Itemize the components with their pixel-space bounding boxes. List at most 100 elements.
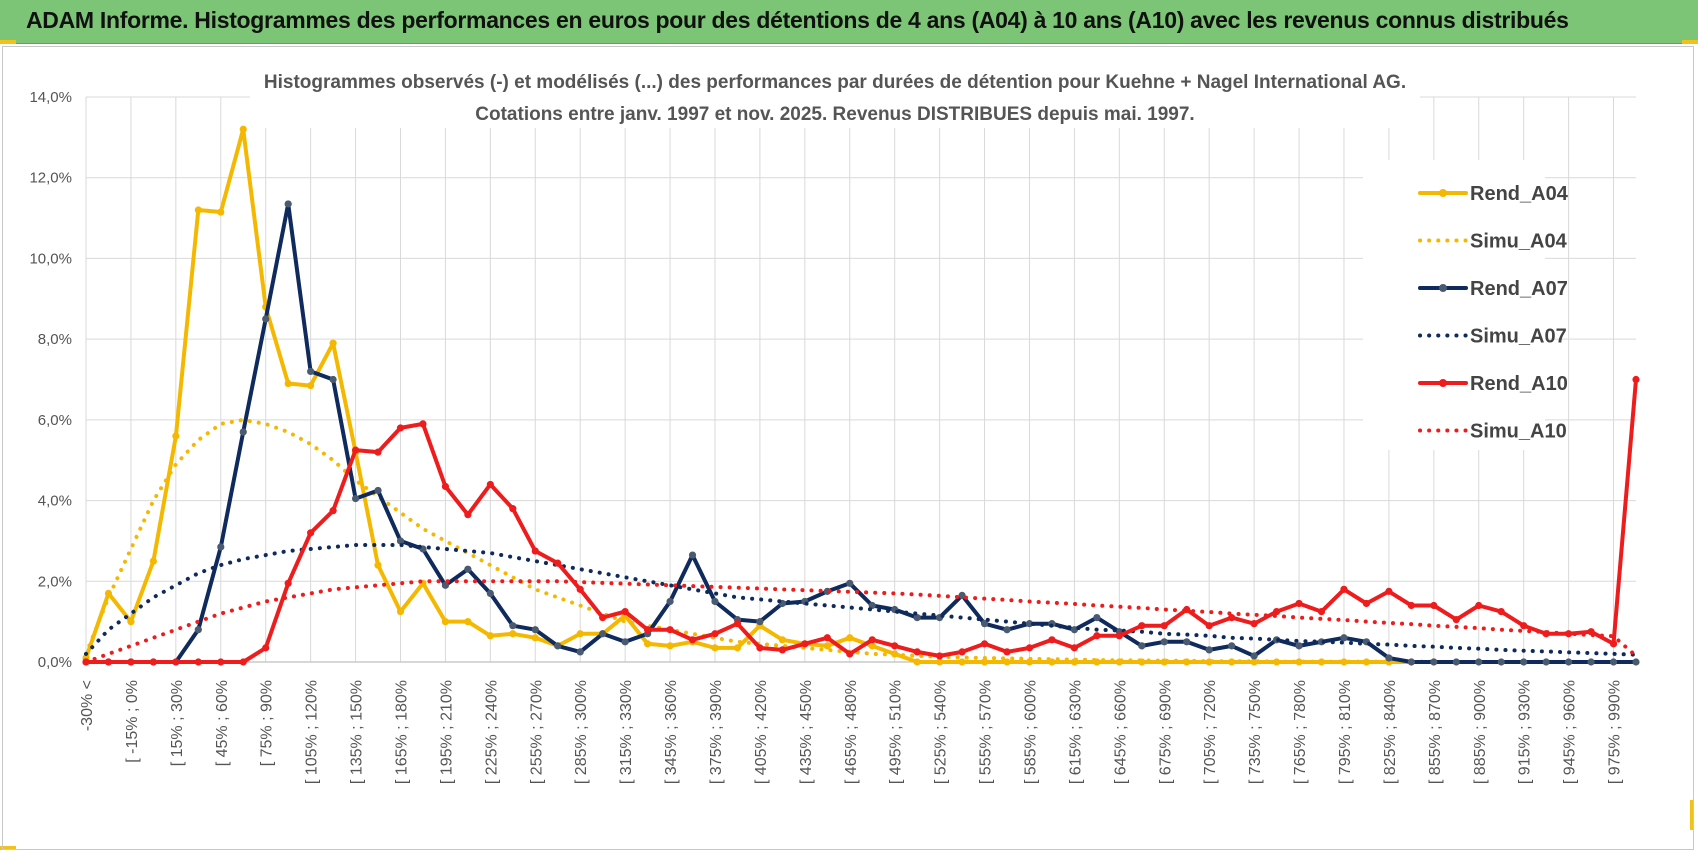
- data-point: [1228, 642, 1236, 650]
- x-tick-label: [ 765% ; 780%: [1292, 680, 1309, 784]
- data-point: [1205, 646, 1213, 654]
- data-point: [913, 614, 921, 622]
- series-lines: [82, 125, 1640, 666]
- data-point: [643, 626, 652, 634]
- data-point: [104, 658, 113, 666]
- data-point: [284, 200, 292, 208]
- data-point: [1003, 626, 1011, 634]
- data-point: [891, 642, 899, 650]
- chart-frame: [2, 46, 1694, 850]
- data-point: [1115, 632, 1123, 640]
- x-tick-label: [ 795% ; 810%: [1337, 680, 1354, 784]
- data-point: [711, 630, 719, 638]
- data-point: [307, 367, 315, 376]
- data-point: [1565, 658, 1573, 666]
- data-point: [1362, 599, 1371, 608]
- data-point: [868, 642, 876, 650]
- data-point: [1160, 638, 1168, 646]
- data-point: [172, 432, 180, 440]
- x-tick-label: [ 855% ; 870%: [1427, 680, 1444, 784]
- data-point: [1048, 636, 1056, 644]
- x-tick-label: -30% <: [79, 680, 96, 731]
- x-tick-label: [ 525% ; 540%: [933, 680, 950, 784]
- legend-item-Simu_A10: Simu_A10: [1418, 421, 1567, 443]
- x-tick-label: [ 495% ; 510%: [888, 680, 905, 784]
- legend-label: Rend_A04: [1470, 183, 1569, 205]
- x-tick-label: [ 585% ; 600%: [1022, 680, 1039, 784]
- data-point: [980, 658, 989, 666]
- x-tick-label: [ 15% ; 30%: [169, 680, 186, 766]
- data-point: [733, 620, 742, 628]
- data-point: [1497, 658, 1505, 666]
- data-point: [1183, 638, 1191, 646]
- data-point: [194, 626, 202, 634]
- data-point: [307, 529, 315, 537]
- data-point: [149, 557, 157, 565]
- data-point: [239, 125, 247, 133]
- data-point: [351, 446, 360, 454]
- data-point: [1138, 642, 1146, 650]
- data-point: [441, 482, 450, 491]
- chart-title: Histogrammes observés (-) et modélisés (…: [250, 62, 1420, 128]
- legend-label: Simu_A10: [1470, 421, 1567, 443]
- data-point: [441, 618, 450, 626]
- data-point: [1632, 658, 1640, 666]
- data-point: [913, 658, 921, 666]
- data-point: [1093, 632, 1101, 640]
- data-point: [374, 486, 382, 495]
- data-point: [374, 561, 382, 569]
- data-point: [666, 642, 674, 650]
- data-point: [1609, 640, 1618, 648]
- corner-mark-bottom-left: [0, 846, 16, 850]
- data-point: [711, 644, 719, 652]
- x-tick-label: [ 195% ; 210%: [438, 680, 455, 784]
- data-point: [1407, 601, 1415, 610]
- data-point: [1250, 658, 1258, 666]
- x-tick-label: [ 225% ; 240%: [483, 680, 500, 784]
- data-point: [958, 658, 966, 666]
- y-tick-label: 6,0%: [38, 412, 72, 429]
- data-point: [778, 646, 786, 654]
- legend-item-Rend_A10: Rend_A10: [1418, 373, 1568, 395]
- data-point: [262, 315, 270, 323]
- y-tick-label: 2,0%: [38, 573, 72, 590]
- data-point: [329, 375, 337, 384]
- x-tick-label: [ 825% ; 840%: [1382, 680, 1399, 784]
- data-point: [1160, 622, 1168, 630]
- data-point: [936, 652, 944, 660]
- data-point: [1003, 658, 1011, 666]
- legend-item-Simu_A04: Simu_A04: [1418, 231, 1568, 253]
- data-point: [262, 644, 270, 652]
- data-point: [756, 618, 764, 626]
- series-line: [84, 543, 1638, 657]
- x-tick-label: [ 735% ; 750%: [1247, 680, 1264, 784]
- y-axis: 0,0% 2,0% 4,0% 6,0% 8,0% 10,0% 12,0% 14,0%: [29, 89, 72, 671]
- data-point: [846, 650, 854, 658]
- x-tick-label: [ 705% ; 720%: [1202, 680, 1219, 784]
- data-point: [846, 579, 854, 587]
- data-point: [958, 591, 966, 600]
- data-point: [711, 597, 719, 606]
- x-tick-label: [ 75% ; 90%: [259, 680, 276, 766]
- data-point: [1025, 620, 1034, 628]
- data-point: [127, 658, 135, 666]
- data-point: [733, 644, 742, 652]
- data-point: [441, 581, 450, 589]
- data-point: [329, 507, 337, 515]
- data-point: [329, 339, 337, 347]
- y-tick-label: 4,0%: [38, 493, 72, 510]
- data-point: [464, 511, 472, 519]
- data-point: [1295, 599, 1303, 608]
- data-point: [396, 607, 405, 616]
- data-point: [464, 618, 472, 626]
- data-point: [868, 636, 876, 644]
- data-point: [1138, 622, 1146, 630]
- y-tick-label: 14,0%: [29, 89, 72, 106]
- legend-marker: [1439, 284, 1447, 292]
- data-point: [239, 658, 247, 666]
- data-point: [509, 505, 517, 513]
- data-point: [351, 494, 360, 503]
- data-point: [554, 642, 562, 650]
- x-tick-label: [ 465% ; 480%: [843, 680, 860, 784]
